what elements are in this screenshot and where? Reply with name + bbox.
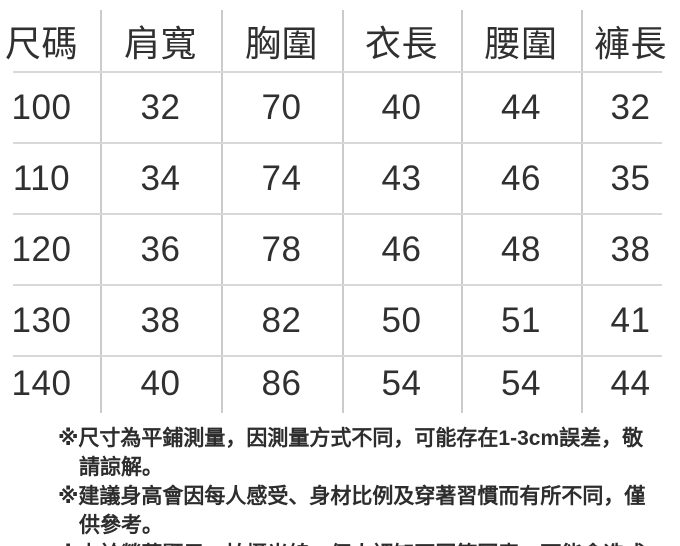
table-cell: 43 bbox=[381, 158, 422, 198]
table-cell: 78 bbox=[261, 229, 302, 269]
row-divider bbox=[13, 142, 662, 144]
footnote-height-reference: ※建議身高會因每人感受、身材比例及穿著習慣而有所不同，僅供參考。 bbox=[58, 485, 646, 537]
table-cell: 86 bbox=[261, 364, 302, 403]
table-cell: 38 bbox=[610, 229, 651, 269]
table-cell: 51 bbox=[501, 300, 541, 340]
column-divider bbox=[581, 10, 583, 413]
table-cell: 41 bbox=[610, 300, 651, 340]
row-divider bbox=[13, 355, 662, 357]
table-cell: 130 bbox=[11, 300, 72, 340]
table-cell: 110 bbox=[12, 158, 71, 198]
table-cell: 54 bbox=[501, 364, 541, 403]
table-cell: 38 bbox=[140, 300, 181, 340]
column-header-length: 衣長 bbox=[364, 23, 438, 64]
column-header-waist: 腰圍 bbox=[484, 23, 558, 64]
size-chart-grid: 尺碼 肩寬 胸圍 衣長 腰圍 褲長 100 32 70 40 44 32 110… bbox=[0, 10, 680, 412]
table-cell: 70 bbox=[261, 87, 302, 127]
column-header-pants-length: 褲長 bbox=[593, 23, 667, 64]
table-cell: 40 bbox=[140, 364, 181, 403]
footnote-measurement-tolerance: ※尺寸為平鋪測量，因測量方式不同，可能存在1-3cm誤差，敬請諒解。 bbox=[58, 427, 644, 479]
column-header-size: 尺碼 bbox=[4, 23, 78, 64]
table-cell: 140 bbox=[11, 364, 72, 403]
row-divider bbox=[13, 213, 662, 215]
table-cell: 48 bbox=[501, 229, 541, 269]
footnotes: ※尺寸為平鋪測量，因測量方式不同，可能存在1-3cm誤差，敬請諒解。 ※建議身高… bbox=[58, 424, 652, 546]
table-cell: 32 bbox=[140, 87, 181, 127]
table-cell: 35 bbox=[610, 158, 651, 198]
table-cell: 82 bbox=[261, 300, 302, 340]
column-header-chest: 胸圍 bbox=[244, 23, 318, 64]
column-divider bbox=[461, 10, 463, 413]
table-cell: 34 bbox=[140, 158, 181, 198]
row-divider bbox=[13, 284, 662, 286]
table-cell: 100 bbox=[11, 87, 72, 127]
table-cell: 44 bbox=[501, 87, 541, 127]
row-divider bbox=[13, 71, 662, 73]
footnote-color-difference: ※由於螢幕顯示、拍攝光線、個人認知不同等因素，可能會造成略有色差，請依收到實物顏… bbox=[58, 540, 652, 546]
table-cell: 40 bbox=[381, 87, 422, 127]
table-cell: 54 bbox=[381, 364, 422, 403]
column-divider bbox=[221, 10, 223, 413]
table-cell: 120 bbox=[11, 229, 72, 269]
table-cell: 44 bbox=[610, 364, 651, 403]
column-divider bbox=[342, 10, 344, 413]
table-cell: 36 bbox=[140, 229, 181, 269]
table-cell: 46 bbox=[381, 229, 422, 269]
table-cell: 46 bbox=[501, 158, 541, 198]
column-header-shoulder: 肩寬 bbox=[123, 23, 197, 64]
table-cell: 32 bbox=[610, 87, 651, 127]
column-divider bbox=[100, 10, 102, 413]
table-cell: 74 bbox=[261, 158, 302, 198]
table-cell: 50 bbox=[381, 300, 422, 340]
